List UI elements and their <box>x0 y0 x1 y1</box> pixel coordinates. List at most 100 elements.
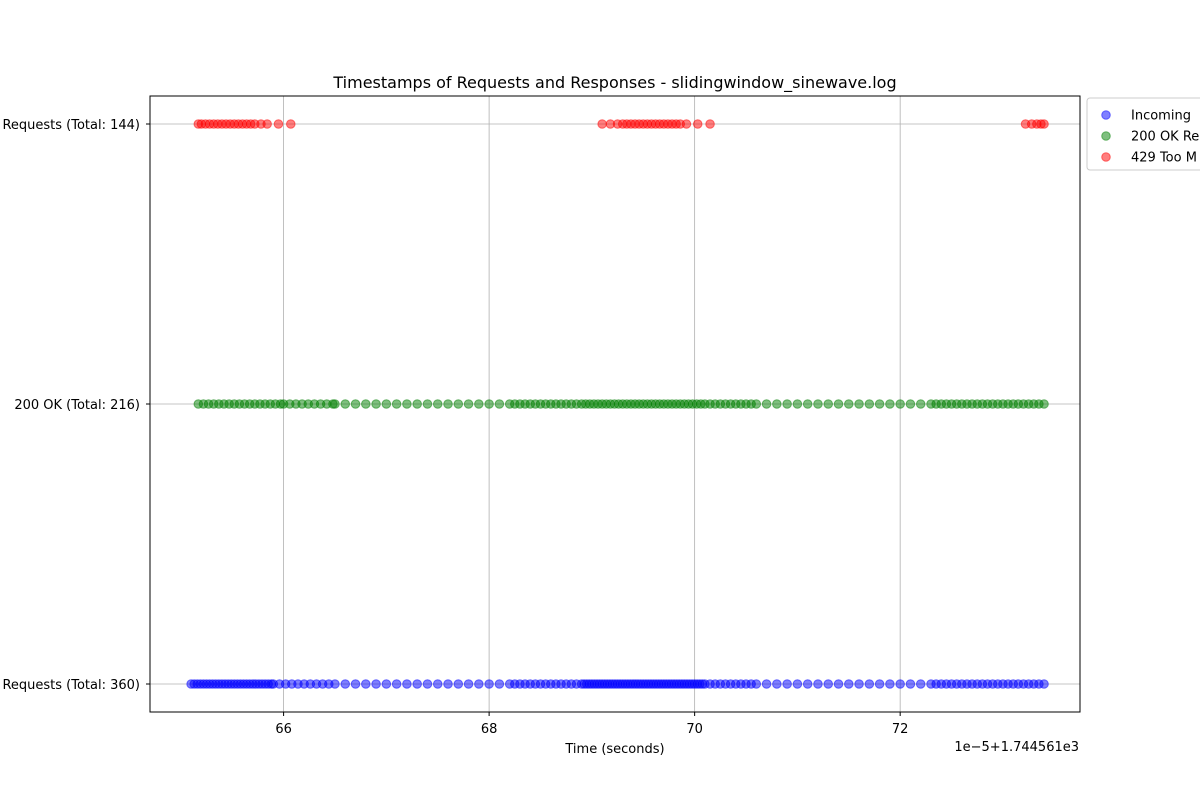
data-point <box>350 679 361 689</box>
data-point <box>761 399 772 409</box>
data-point <box>915 679 926 689</box>
data-point <box>772 679 782 689</box>
data-point <box>494 399 505 409</box>
legend-label: 200 OK Re <box>1131 130 1199 145</box>
data-point <box>330 679 340 689</box>
data-point <box>895 399 905 409</box>
data-point <box>412 679 422 689</box>
data-point <box>381 399 392 409</box>
data-point <box>443 679 453 689</box>
data-point <box>340 679 351 689</box>
data-point <box>843 679 854 689</box>
legend-frame <box>1086 97 1200 171</box>
data-point <box>391 399 402 409</box>
x-tick-label: 70 <box>686 722 703 737</box>
y-axis-ticks: Requests (Total: 360) 200 OK (Total: 216)… <box>2 118 150 693</box>
data-point <box>885 399 895 409</box>
data-point <box>391 679 402 689</box>
data-point <box>361 399 371 409</box>
legend-label: 429 Too M <box>1131 151 1197 166</box>
y-tick-label: Requests (Total: 360) <box>2 678 140 693</box>
data-point <box>895 679 905 689</box>
data-point <box>1039 399 1049 409</box>
data-point <box>854 679 864 689</box>
data-point <box>597 119 607 129</box>
data-point <box>463 399 474 409</box>
data-point <box>422 399 433 409</box>
data-point <box>484 679 494 689</box>
data-point <box>915 399 926 409</box>
data-point <box>823 399 834 409</box>
data-point <box>885 679 895 689</box>
data-point <box>751 399 762 409</box>
data-point <box>273 119 284 129</box>
data-point <box>823 679 834 689</box>
data-point <box>432 399 443 409</box>
x-tick-label: 72 <box>892 722 909 737</box>
data-point <box>905 679 916 689</box>
legend-marker <box>1101 110 1111 120</box>
data-point <box>692 119 703 129</box>
data-point <box>874 399 885 409</box>
data-point <box>484 399 494 409</box>
data-point <box>705 119 715 129</box>
data-point <box>751 679 762 689</box>
data-point <box>361 679 371 689</box>
data-point <box>330 399 340 409</box>
series-1-points <box>193 399 1049 409</box>
data-point <box>833 679 844 689</box>
data-point <box>1039 679 1049 689</box>
data-point <box>1039 119 1049 129</box>
data-point <box>402 679 412 689</box>
legend-marker <box>1101 131 1111 141</box>
x-axis-offset-label: 1e−5+1.744561e3 <box>954 740 1079 755</box>
data-point <box>494 679 505 689</box>
legend: Incoming 200 OK Re 429 Too M <box>1086 97 1200 171</box>
data-point <box>371 399 381 409</box>
data-point <box>792 399 803 409</box>
y-tick-label: Requests (Total: 144) <box>2 118 140 133</box>
data-point <box>453 399 464 409</box>
legend-label: Incoming <box>1131 109 1191 124</box>
data-points <box>186 119 1049 689</box>
x-tick-label: 66 <box>275 722 292 737</box>
data-point <box>864 679 875 689</box>
chart-title: Timestamps of Requests and Responses - s… <box>332 73 896 93</box>
data-point <box>453 679 464 689</box>
data-point <box>443 399 453 409</box>
data-point <box>474 399 484 409</box>
data-point <box>681 119 692 129</box>
data-point <box>422 679 433 689</box>
x-tick-label: 68 <box>481 722 498 737</box>
series-0-points <box>186 679 1049 689</box>
data-point <box>381 679 392 689</box>
data-point <box>782 679 792 689</box>
data-point <box>833 399 844 409</box>
data-point <box>772 399 782 409</box>
y-tick-label: 200 OK (Total: 216) <box>14 398 140 413</box>
x-axis-ticks: 66 68 70 72 <box>275 712 908 737</box>
data-point <box>340 399 351 409</box>
series-2-points <box>193 119 1049 129</box>
data-point <box>864 399 875 409</box>
data-point <box>371 679 381 689</box>
legend-marker <box>1101 152 1111 162</box>
data-point <box>474 679 484 689</box>
data-point <box>905 399 916 409</box>
data-point <box>412 399 422 409</box>
data-point <box>761 679 772 689</box>
data-point <box>432 679 443 689</box>
data-point <box>802 679 813 689</box>
data-point <box>402 399 412 409</box>
data-point <box>463 679 474 689</box>
data-point <box>350 399 361 409</box>
data-point <box>813 679 823 689</box>
data-point <box>782 399 792 409</box>
data-point <box>792 679 803 689</box>
data-point <box>843 399 854 409</box>
data-point <box>874 679 885 689</box>
data-point <box>854 399 864 409</box>
data-point <box>285 119 296 129</box>
x-axis-label: Time (seconds) <box>564 742 664 757</box>
